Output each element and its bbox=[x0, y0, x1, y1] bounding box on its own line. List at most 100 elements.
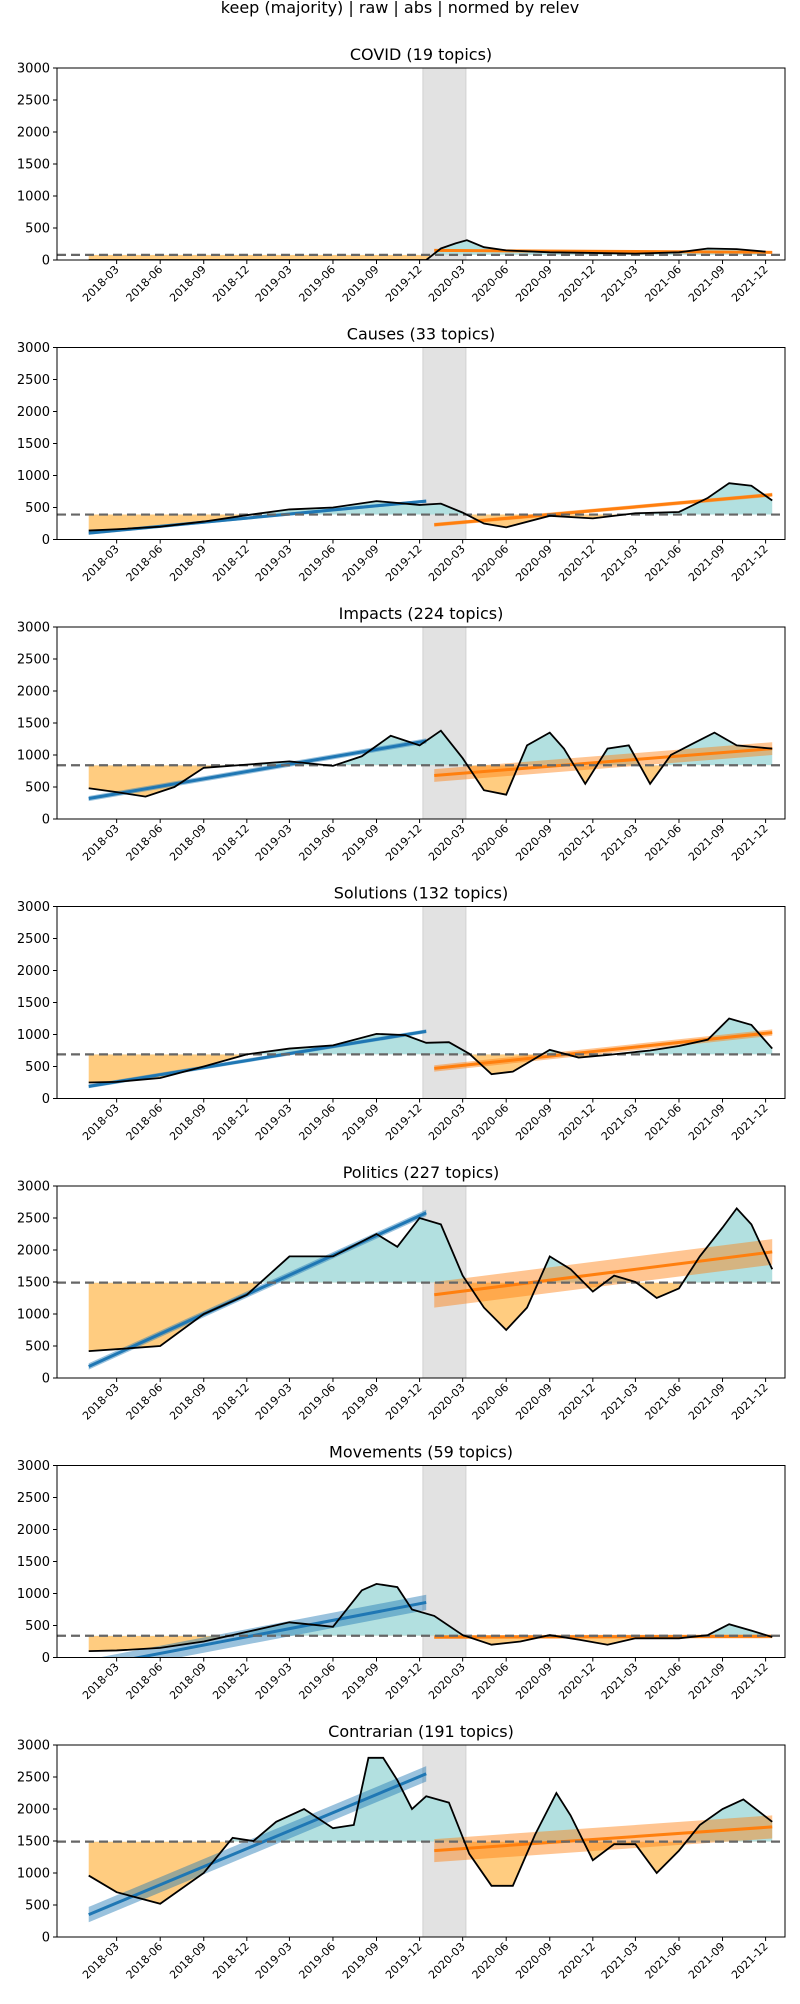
panel: Movements (59 topics) 0 500 1000 1500 2000 250… bbox=[17, 1443, 786, 1702]
panel-title: Solutions (132 topics) bbox=[334, 884, 509, 903]
fill-below-baseline bbox=[88, 1635, 773, 1652]
x-tick-label: 2020-09 bbox=[513, 1101, 555, 1143]
x-tick-label: 2018-12 bbox=[210, 822, 252, 864]
x-tick-label: 2021-12 bbox=[729, 542, 771, 584]
axes-frame bbox=[56, 67, 786, 261]
plot-area bbox=[57, 347, 785, 540]
x-tick-label: 2021-06 bbox=[642, 822, 684, 864]
y-tick-label: 0 bbox=[42, 254, 50, 269]
x-tick-label: 2018-09 bbox=[167, 1381, 209, 1423]
y-tick-label: 2000 bbox=[17, 1244, 50, 1259]
x-tick-label: 2020-06 bbox=[470, 263, 512, 305]
x-tick-label: 2019-06 bbox=[296, 1660, 338, 1702]
y-tick-label: 500 bbox=[25, 501, 50, 516]
x-tick-label: 2018-06 bbox=[124, 1381, 166, 1423]
x-tick-label: 2020-03 bbox=[426, 1381, 468, 1423]
post-trend-line bbox=[434, 747, 773, 777]
pre-trend-line bbox=[88, 1029, 427, 1088]
x-tick-label: 2020-12 bbox=[556, 1101, 598, 1143]
x-tick-label: 2021-03 bbox=[599, 1101, 641, 1143]
x-tick-label: 2019-09 bbox=[340, 1940, 382, 1982]
fill-below-baseline bbox=[88, 1054, 773, 1083]
x-tick-label: 2021-09 bbox=[686, 263, 728, 305]
x-tick-label: 2021-03 bbox=[599, 263, 641, 305]
y-tick-label: 1000 bbox=[17, 190, 50, 205]
x-tick-label: 2019-03 bbox=[253, 822, 295, 864]
series-line bbox=[88, 1017, 773, 1084]
x-tick-label: 2018-06 bbox=[124, 542, 166, 584]
y-tick-label: 500 bbox=[25, 1619, 50, 1634]
x-tick-label: 2018-09 bbox=[167, 1101, 209, 1143]
x-tick-label: 2019-09 bbox=[340, 1101, 382, 1143]
fill-above-baseline bbox=[88, 240, 766, 255]
series-line bbox=[88, 729, 773, 798]
y-tick-label: 1000 bbox=[17, 1028, 50, 1043]
x-tick-label: 2020-12 bbox=[556, 542, 598, 584]
x-tick-label: 2018-12 bbox=[210, 542, 252, 584]
x-tick-label: 2020-09 bbox=[513, 542, 555, 584]
x-tick-label: 2020-09 bbox=[513, 1381, 555, 1423]
pre-trend-line bbox=[88, 1211, 427, 1368]
x-tick-label: 2020-03 bbox=[426, 1101, 468, 1143]
x-tick-label: 2019-03 bbox=[253, 1101, 295, 1143]
x-tick-label: 2018-12 bbox=[210, 1660, 252, 1702]
y-tick-label: 2500 bbox=[17, 94, 50, 109]
x-tick-label: 2021-03 bbox=[599, 1381, 641, 1423]
x-tick-label: 2019-06 bbox=[296, 1381, 338, 1423]
post-trend-line bbox=[434, 1250, 773, 1297]
x-tick-label: 2019-09 bbox=[340, 822, 382, 864]
x-tick-label: 2020-03 bbox=[426, 1940, 468, 1982]
post-trend-line bbox=[434, 493, 773, 527]
series-line bbox=[88, 482, 773, 532]
y-tick-label: 2000 bbox=[17, 685, 50, 700]
y-tick-label: 500 bbox=[25, 1060, 50, 1075]
x-tick-label: 2019-12 bbox=[383, 1660, 425, 1702]
x-tick-label: 2018-12 bbox=[210, 1101, 252, 1143]
x-tick-label: 2021-06 bbox=[642, 1101, 684, 1143]
x-tick-label: 2018-03 bbox=[80, 1940, 122, 1982]
x-tick-label: 2019-06 bbox=[296, 542, 338, 584]
x-tick-label: 2018-06 bbox=[124, 263, 166, 305]
panel: Impacts (224 topics) 0 500 1000 1500 2000 2500… bbox=[17, 604, 786, 864]
y-tick-label: 2000 bbox=[17, 1523, 50, 1538]
x-tick-label: 2018-06 bbox=[124, 1101, 166, 1143]
y-tick-label: 1000 bbox=[17, 1308, 50, 1323]
x-tick-label: 2019-03 bbox=[253, 263, 295, 305]
y-tick-label: 1500 bbox=[17, 717, 50, 732]
y-tick-label: 0 bbox=[42, 1092, 50, 1107]
x-tick-label: 2019-06 bbox=[296, 1940, 338, 1982]
y-tick-label: 2500 bbox=[17, 1771, 50, 1786]
plot-area bbox=[57, 906, 785, 1099]
x-tick-label: 2019-06 bbox=[296, 1101, 338, 1143]
fill-above-baseline bbox=[88, 1583, 773, 1636]
y-tick-label: 3000 bbox=[17, 621, 50, 636]
x-tick-label: 2019-09 bbox=[340, 1381, 382, 1423]
x-tick-label: 2020-12 bbox=[556, 1940, 598, 1982]
y-tick-label: 3000 bbox=[17, 62, 50, 77]
x-tick-label: 2018-03 bbox=[80, 1101, 122, 1143]
x-tick-label: 2018-09 bbox=[167, 822, 209, 864]
y-tick-label: 3000 bbox=[17, 1180, 50, 1195]
x-tick-label: 2021-12 bbox=[729, 263, 771, 305]
series-line bbox=[88, 1582, 773, 1652]
x-tick-label: 2018-09 bbox=[167, 1660, 209, 1702]
post-trend-line bbox=[434, 248, 773, 254]
x-tick-label: 2019-09 bbox=[340, 263, 382, 305]
x-tick-label: 2021-06 bbox=[642, 1660, 684, 1702]
x-tick-label: 2021-09 bbox=[686, 1381, 728, 1423]
x-tick-label: 2019-09 bbox=[340, 1660, 382, 1702]
y-tick-label: 500 bbox=[25, 222, 50, 237]
x-tick-label: 2020-09 bbox=[513, 822, 555, 864]
y-tick-label: 0 bbox=[42, 1651, 50, 1666]
event-band bbox=[422, 627, 467, 819]
x-tick-label: 2019-06 bbox=[296, 263, 338, 305]
x-tick-label: 2020-03 bbox=[426, 542, 468, 584]
x-tick-label: 2018-09 bbox=[167, 263, 209, 305]
y-tick-label: 1000 bbox=[17, 1587, 50, 1602]
y-tick-label: 1000 bbox=[17, 469, 50, 484]
x-tick-label: 2020-12 bbox=[556, 1381, 598, 1423]
pre-trend-confidence-band bbox=[98, 1594, 427, 1658]
y-tick-label: 0 bbox=[42, 1372, 50, 1387]
x-tick-label: 2021-06 bbox=[642, 1381, 684, 1423]
